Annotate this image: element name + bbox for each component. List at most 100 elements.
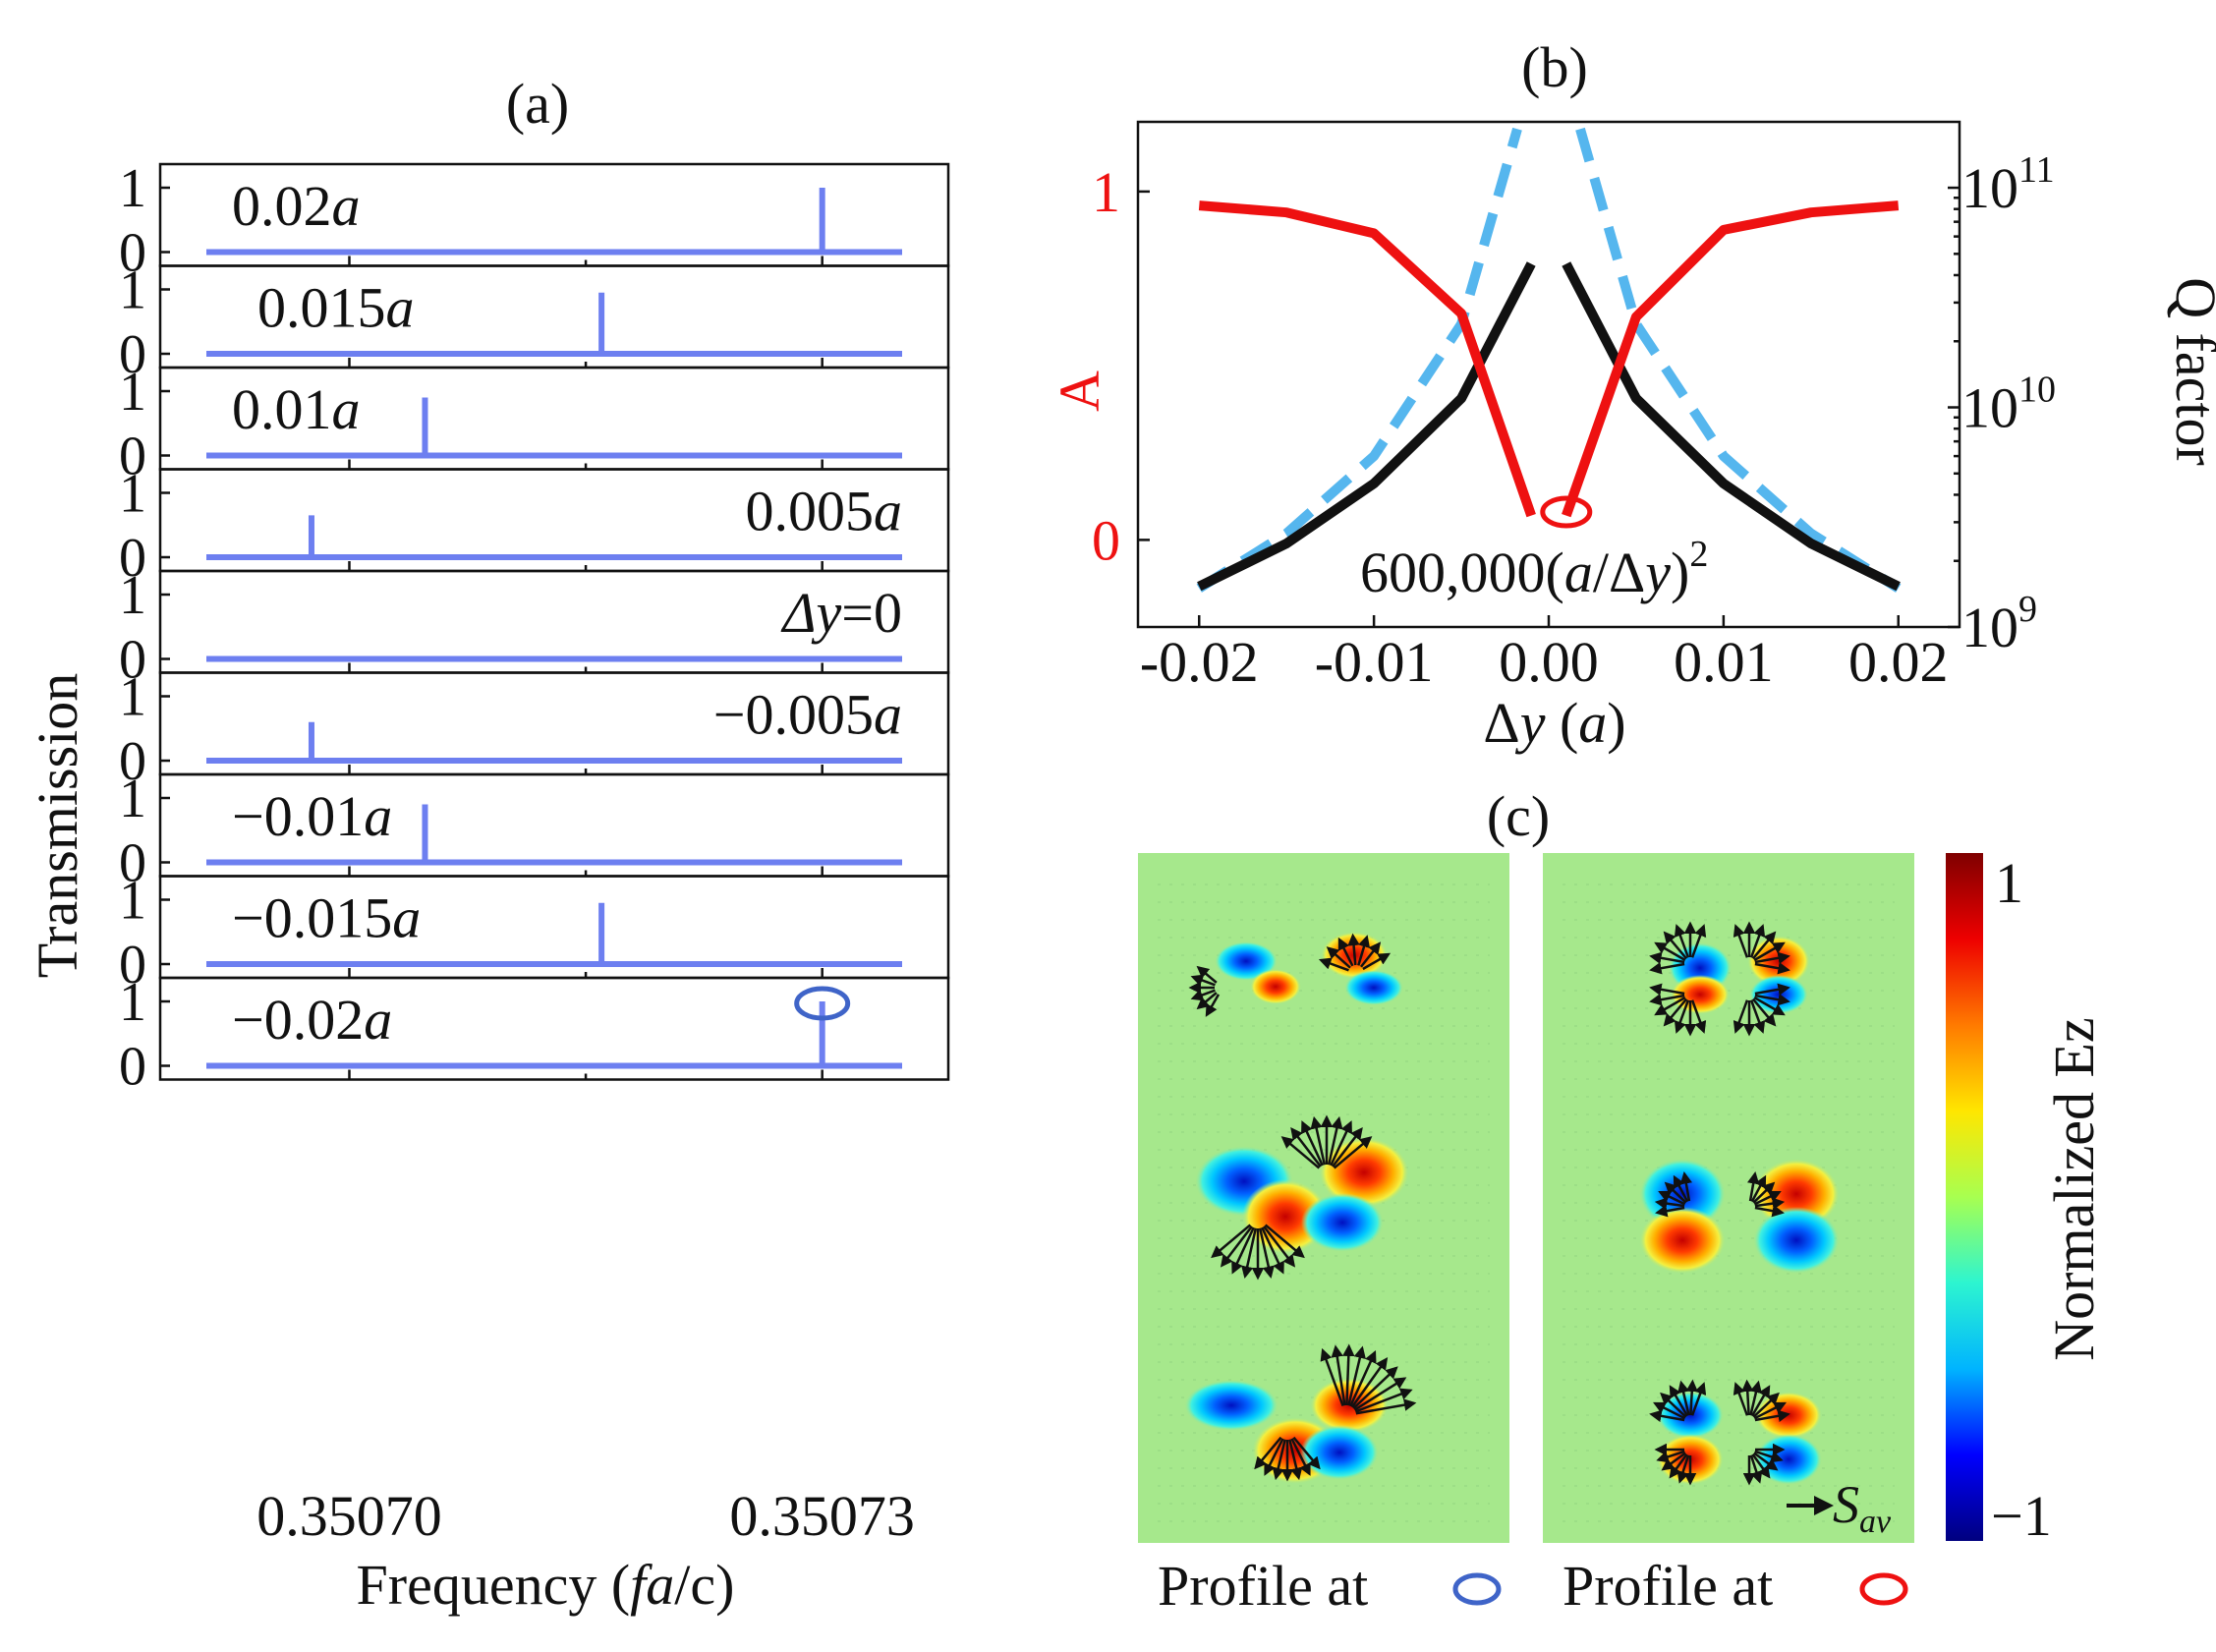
- poynting-arrow: [1331, 1344, 1346, 1406]
- poynting-arrow: [1749, 1380, 1762, 1416]
- left-y-tick-label: 1: [1092, 160, 1120, 224]
- field-lobe-negative: [1215, 941, 1278, 981]
- subplot-label: −0.015a: [232, 886, 421, 950]
- left-y-tick-label: 0: [1092, 508, 1120, 572]
- poynting-arrow: [1654, 1197, 1685, 1210]
- panel-a-y-axis-label: Transmission: [26, 673, 89, 979]
- poynting-arrow: [1264, 1224, 1305, 1259]
- colorbar-tick-max: 1: [1995, 851, 2023, 915]
- poynting-arrow: [1196, 992, 1218, 1010]
- field-lobe-negative: [1753, 1207, 1840, 1274]
- x-tick-label: 0.35073: [729, 1484, 915, 1548]
- transmission-subplot: 10 −0.005a: [119, 667, 950, 792]
- x-tick-label: 0.02: [1848, 630, 1949, 694]
- field-background: [1543, 853, 1914, 1543]
- poynting-arrow: [1362, 952, 1392, 971]
- poynting-arrow: [1754, 1205, 1785, 1218]
- poynting-arrow: [1327, 1115, 1343, 1166]
- field-lobe-negative: [1184, 1380, 1278, 1431]
- poynting-arrow: [1679, 1171, 1692, 1202]
- panel-b-x-axis-label: Δy (a): [1483, 691, 1625, 755]
- poynting-arrow: [1663, 931, 1688, 960]
- subplot-label: −0.01a: [232, 784, 392, 848]
- poynting-arrow: [1750, 1385, 1771, 1417]
- absorption-line: [1562, 200, 1900, 518]
- poynting-arrow: [1674, 999, 1690, 1034]
- panel-b-title: (b): [1521, 35, 1588, 99]
- subplot-label: 0.005a: [746, 480, 903, 543]
- field-lobe-negative: [1300, 1425, 1379, 1480]
- poynting-arrow: [1653, 1401, 1686, 1420]
- colorbar-tick-min: −1: [1991, 1484, 2052, 1548]
- poynting-arrow: [1754, 951, 1790, 964]
- poynting-arrow: [1220, 1225, 1253, 1268]
- poynting-arrow: [1272, 1439, 1286, 1481]
- panel-b-fit-annotation: 600,000(a/Δy)2: [1360, 534, 1708, 604]
- y-tick-label: 1: [119, 972, 146, 1033]
- red-circle-marker: [1540, 495, 1593, 529]
- panel-a-x-axis-label: Frequency (fa/c): [357, 1553, 735, 1617]
- poynting-arrow: [1655, 1205, 1685, 1218]
- poynting-arrow: [1751, 1453, 1771, 1479]
- y-tick-label: 0: [119, 630, 146, 691]
- field-lobe-negative: [1301, 1193, 1384, 1252]
- subplot-label: Δy=0: [780, 581, 902, 645]
- field-lobe-positive: [1250, 969, 1301, 1004]
- panel-a-subplots: 100.02a100.015a100.01a100.005a10Δy=010−0…: [119, 158, 950, 1098]
- field-lobe-negative: [1657, 1392, 1724, 1439]
- panel-b-ticks: -0.02 -0.01 0.00 0.01 0.02 1 0 1011 1010 109: [1092, 149, 2056, 694]
- poynting-legend: Sav: [1787, 1475, 1892, 1540]
- field-lobe-negative: [1749, 975, 1808, 1014]
- poynting-arrow: [1196, 965, 1218, 984]
- right-y-tick-label: 1010: [1961, 370, 2056, 440]
- panel-b: (b) -0.02 -0.01 0.00 0.01 0.021010111010109 …: [1048, 35, 2216, 755]
- panel-c: (c) 1 −1 Normalized Ez Sav Profile at Pr…: [1138, 784, 2106, 1618]
- poynting-arrow: [1347, 933, 1360, 966]
- poynting-arrow: [1749, 924, 1766, 958]
- poynting-arrow: [1752, 1392, 1780, 1418]
- poynting-arrow: [1754, 962, 1790, 975]
- poynting-arrow: [1254, 1436, 1282, 1470]
- poynting-arrow: [1656, 1450, 1685, 1463]
- panel-a: (a) 100.02a100.015a100.01a100.005a10Δy=0…: [26, 72, 950, 1617]
- poynting-arrow: [1190, 989, 1216, 1001]
- profile-caption-blue-text: Profile at: [1158, 1554, 1368, 1618]
- q-fit-dashed-line: [1575, 127, 1902, 593]
- profile-caption-red-text: Profile at: [1563, 1554, 1773, 1618]
- poynting-arrow: [1753, 941, 1786, 962]
- poynting-arrow: [1280, 1136, 1321, 1169]
- right-y-tick-label: 1011: [1961, 149, 2055, 220]
- poynting-arrow: [1654, 996, 1686, 1016]
- field-lobe-positive: [1671, 975, 1730, 1014]
- poynting-arrow: [1661, 1452, 1686, 1471]
- poynting-arrow: [1258, 1227, 1275, 1280]
- poynting-arrow: [1310, 1115, 1327, 1166]
- field-profile-blue: [1138, 853, 1509, 1543]
- panel-b-left-y-axis-label: A: [1048, 370, 1111, 412]
- poynting-arrow: [1320, 1347, 1344, 1407]
- field-lobe-positive: [1639, 1207, 1726, 1274]
- poynting-arrow: [1290, 1438, 1311, 1476]
- poynting-arrow: [1357, 935, 1371, 966]
- colorbar-label: Normalized Ez: [2042, 1017, 2106, 1360]
- poynting-arrow: [1337, 937, 1354, 967]
- transmission-subplot: 10 0.02a: [119, 158, 950, 284]
- profile-caption-red: Profile at: [1563, 1554, 1908, 1618]
- poynting-arrow: [1649, 994, 1685, 1006]
- poynting-arrow: [1354, 1388, 1413, 1413]
- poynting-arrow: [1359, 941, 1382, 968]
- poynting-arrow: [1352, 1366, 1398, 1410]
- poynting-arrow: [1649, 1409, 1685, 1422]
- poynting-arrow: [1350, 1357, 1389, 1408]
- poynting-legend-label: Sav: [1833, 1475, 1892, 1540]
- profile-caption-blue: Profile at: [1158, 1554, 1502, 1618]
- y-tick-label: 1: [119, 565, 146, 626]
- poynting-arrow: [1318, 957, 1349, 972]
- y-tick-label: 0: [119, 427, 146, 487]
- subplot-frame: [158, 976, 950, 1081]
- poynting-arrow: [1231, 1226, 1255, 1275]
- y-tick-label: 1: [119, 667, 146, 728]
- x-tick-label: 0.01: [1674, 630, 1774, 694]
- poynting-arrow: [1669, 1453, 1688, 1479]
